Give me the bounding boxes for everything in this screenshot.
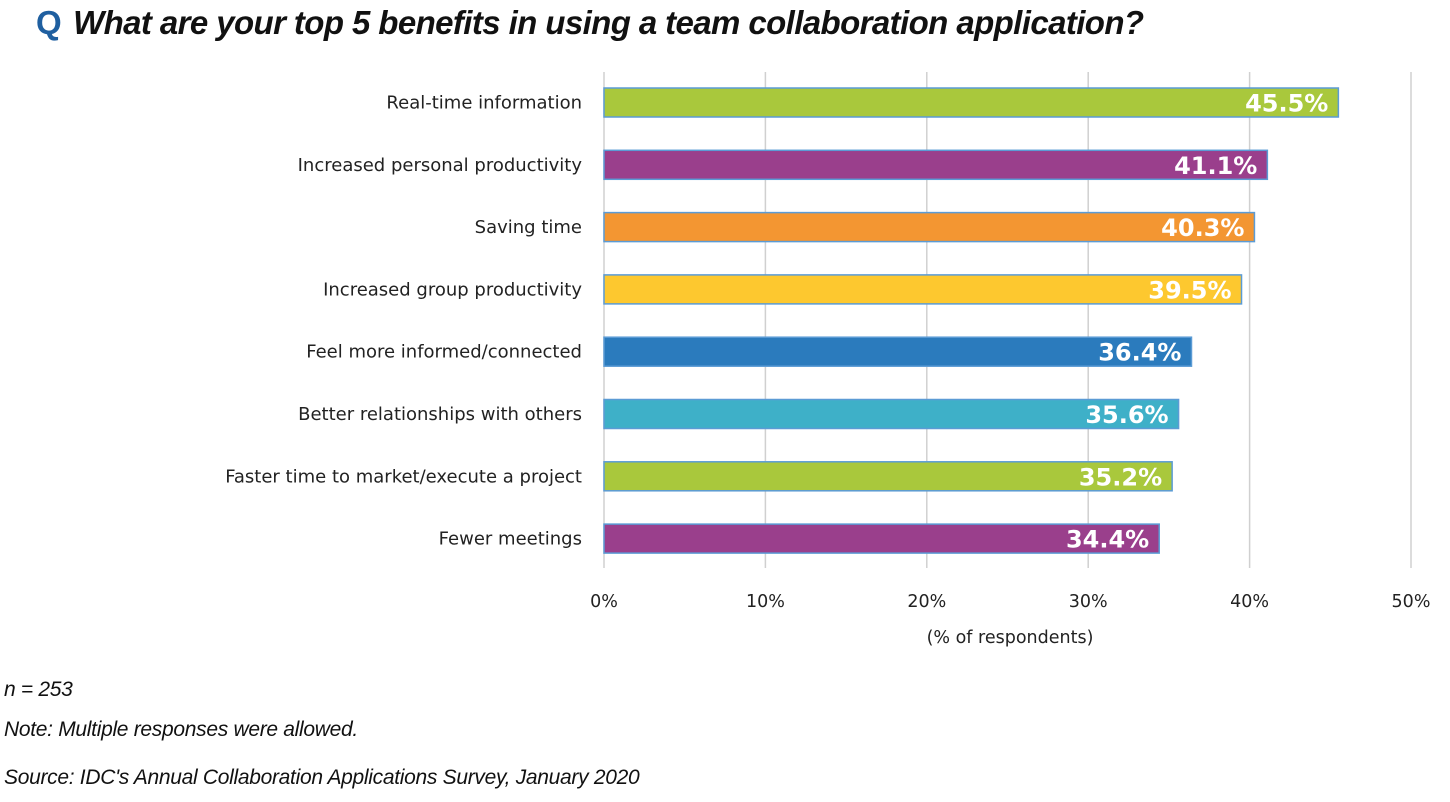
bar-value-label: 45.5% [1245,90,1328,118]
bar [603,523,1160,554]
bar [603,149,1269,181]
bar [603,87,1340,118]
bars: 45.5% 41.1% 40.3% 39.5% 36.4% 35.6% 35.2% 34.4% [603,87,1340,554]
x-axis-title: (% of respondents) [927,628,1094,648]
x-tick-label: 50% [1392,592,1431,612]
category-label: Saving time [475,217,582,238]
category-label: Increased personal productivity [298,155,583,176]
bar-value-label: 34.4% [1066,526,1149,554]
x-tick-labels: 0% 10% 20% 30% 40% 50% [590,592,1430,612]
category-label: Increased group productivity [323,279,582,300]
category-label: Faster time to market/execute a project [225,466,582,487]
x-tick-label: 40% [1230,592,1269,612]
bar-chart: 45.5% 41.1% 40.3% 39.5% 36.4% 35.6% 35.2% 34.4%… [225,72,1430,648]
category-label: Fewer meetings [439,529,582,550]
bar [603,461,1173,492]
gridlines [603,72,1412,568]
category-labels: Real-time information Increased personal … [225,93,582,550]
x-tick-label: 0% [590,592,618,612]
bar-value-label: 40.3% [1161,214,1244,242]
chart-title: Q What are your top 5 benefits in using a… [36,4,1144,42]
bar [603,211,1256,243]
bar-value-label: 35.6% [1085,401,1168,429]
bar [603,336,1193,367]
bar [603,274,1243,305]
source-note: Source: IDC's Annual Collaboration Appli… [4,766,640,789]
bar-value-label: 36.4% [1098,339,1181,367]
bar-value-label: 39.5% [1148,276,1231,304]
category-label: Better relationships with others [298,404,582,425]
category-label: Real-time information [386,93,582,114]
multiple-responses-note: Note: Multiple responses were allowed. [4,718,358,741]
x-tick-label: 30% [1069,592,1108,612]
bar-value-label: 41.1% [1174,152,1257,180]
question-marker: Q [36,4,62,41]
bar [603,398,1180,430]
x-tick-label: 10% [746,592,785,612]
category-label: Feel more informed/connected [306,342,582,363]
question-text: What are your top 5 benefits in using a … [73,4,1144,41]
sample-size-note: n = 253 [4,678,73,701]
x-tick-label: 20% [907,592,946,612]
bar-value-label: 35.2% [1079,463,1162,491]
